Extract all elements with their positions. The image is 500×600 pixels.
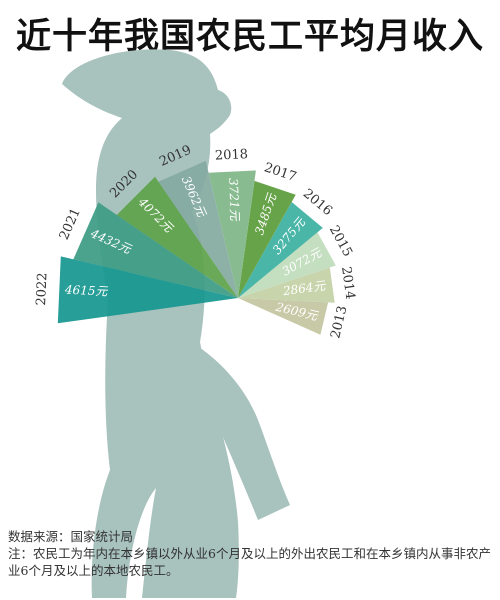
source-note: 数据来源：国家统计局 (8, 529, 134, 544)
year-label-2021: 2021 (57, 206, 84, 242)
year-label-2013: 2013 (328, 304, 350, 340)
wedge-2015 (238, 232, 336, 298)
wedge-2021 (73, 202, 238, 298)
wedge-2020 (116, 176, 238, 298)
year-label-2014: 2014 (338, 266, 357, 301)
chart-title: 近十年我国农民工平均月收入 (15, 17, 484, 57)
wedge-2019 (158, 160, 238, 298)
wedge-2017 (238, 180, 296, 298)
year-label-2015: 2015 (326, 223, 355, 259)
wedge-2016 (238, 202, 323, 298)
year-label-2022: 2022 (34, 272, 50, 306)
year-label-2018: 2018 (215, 147, 249, 163)
value-label-2018: 3721元 (226, 178, 242, 222)
value-label-2014: 2864元 (281, 278, 327, 298)
wedge-2022 (57, 256, 238, 324)
wedge-group (57, 160, 336, 335)
wedge-2013 (238, 298, 329, 335)
wedge-2014 (238, 267, 335, 303)
definition-note: 注：农民工为年内在本乡镇以外从业6个月及以上的外出农民工和在本乡镇内从事非农产业… (8, 546, 491, 578)
value-label-2022: 4615元 (64, 283, 109, 299)
footer: 数据来源：国家统计局 注：农民工为年内在本乡镇以外从业6个月及以上的外出农民工和… (8, 528, 496, 579)
year-label-2017: 2017 (262, 160, 298, 185)
wedge-2018 (208, 170, 256, 298)
worker-silhouette (62, 49, 290, 599)
